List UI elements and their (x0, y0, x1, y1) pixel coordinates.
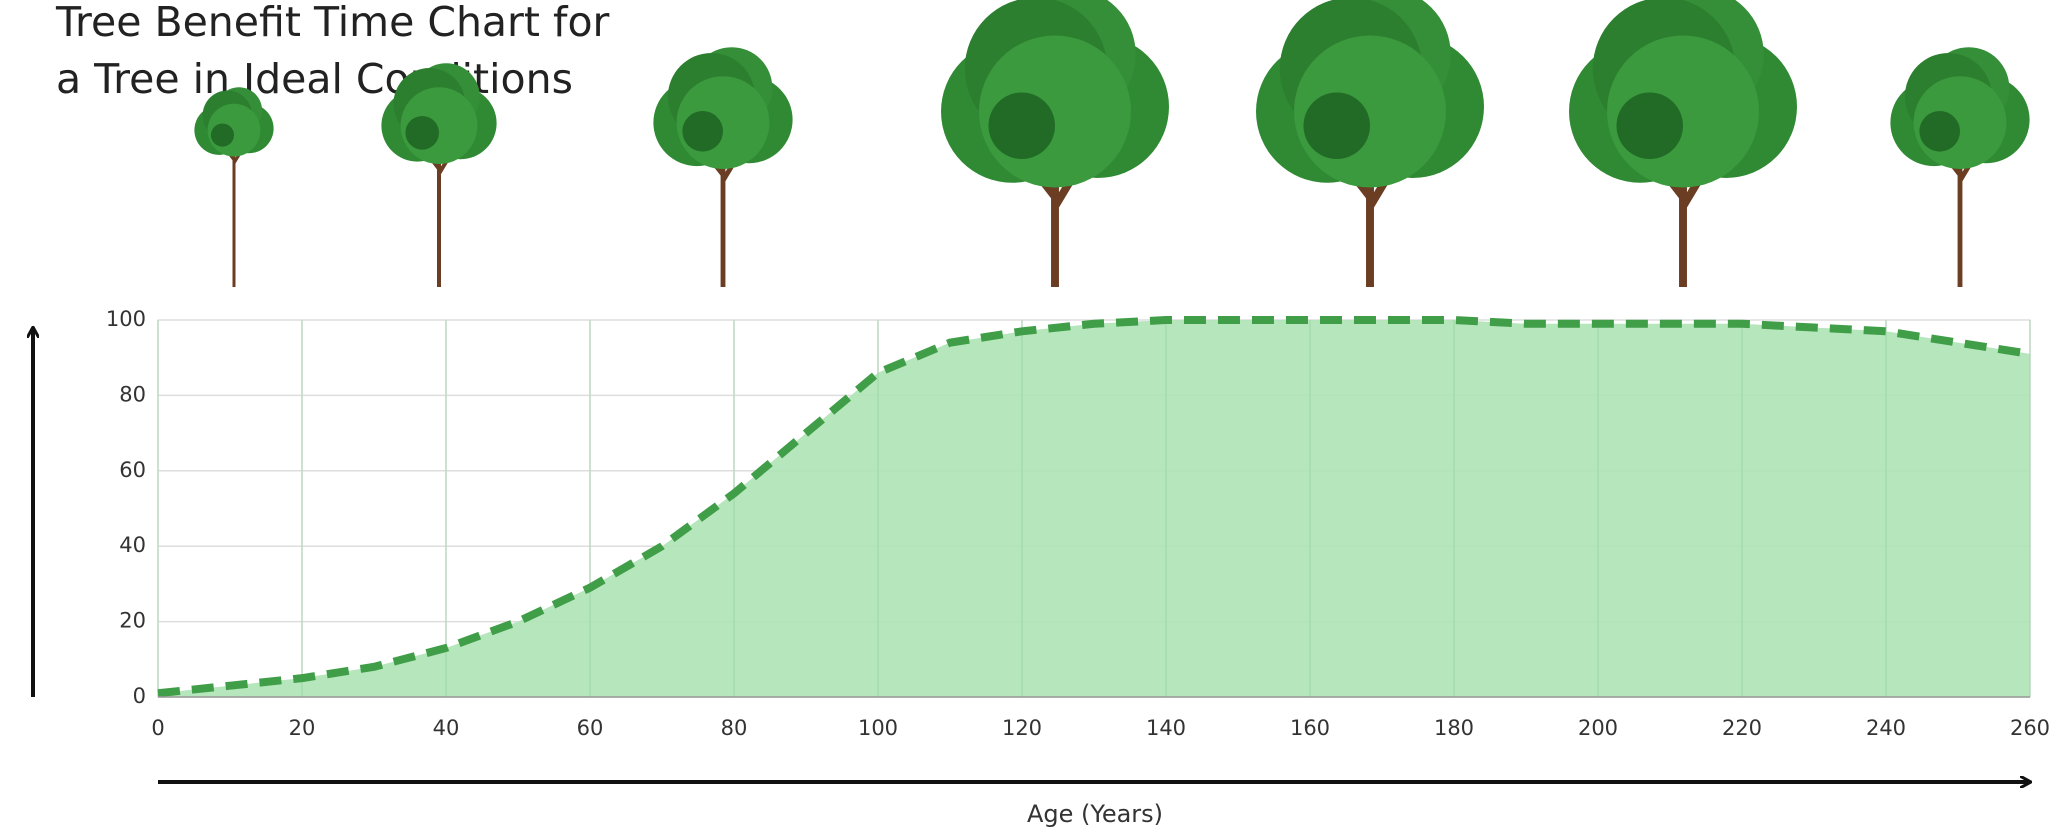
tree-crown (210, 123, 234, 147)
x-tick-label: 0 (151, 716, 164, 740)
tree-trunk (1937, 147, 1980, 287)
x-tick-label: 100 (858, 716, 898, 740)
x-tick-label: 260 (2010, 716, 2050, 740)
tree-crown (1303, 92, 1370, 159)
x-tick-label: 180 (1434, 716, 1474, 740)
y-tick-label: 60 (119, 458, 146, 482)
chart-title: Tree Benefit Time Chart for (55, 0, 610, 46)
tree-crown (405, 116, 440, 150)
x-tick-label: 80 (721, 716, 748, 740)
x-tick-label: 240 (1866, 716, 1906, 740)
y-tick-label: 40 (119, 533, 146, 557)
chart-title: a Tree in Ideal Conditions (56, 55, 573, 103)
area-line (157, 316, 2031, 698)
tree-crown (682, 111, 723, 152)
tree-illustrations (194, 0, 2030, 287)
x-tick-label: 140 (1146, 716, 1186, 740)
tree-crown (988, 92, 1055, 159)
tree-crown (1616, 92, 1683, 159)
y-tick-label: 0 (133, 684, 146, 708)
x-tick-label: 20 (289, 716, 316, 740)
area-fill (158, 320, 2030, 697)
x-tick-label: 160 (1290, 716, 1330, 740)
y-tick-label: 100 (106, 307, 146, 331)
x-tick-label: 40 (433, 716, 460, 740)
tree-trunk (420, 145, 456, 287)
x-tick-label: 60 (577, 716, 604, 740)
y-tick-label: 80 (119, 382, 146, 406)
x-tick-label: 220 (1722, 716, 1762, 740)
x-tick-label: 120 (1002, 716, 1042, 740)
tree-trunk (700, 147, 743, 287)
y-tick-label: 20 (119, 609, 146, 633)
tree-trunk (221, 144, 246, 287)
x-tick-label: 200 (1578, 716, 1618, 740)
x-axis-label: Age (Years) (1027, 800, 1163, 828)
tree-crown (1919, 111, 1960, 152)
